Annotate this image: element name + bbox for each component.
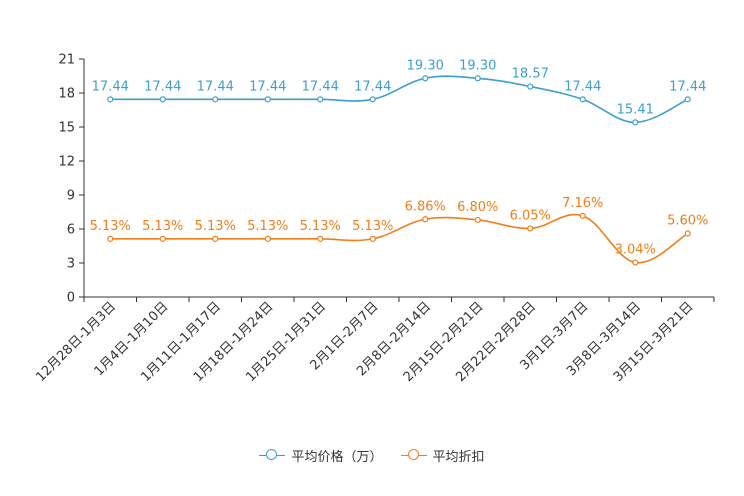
y-tick-label: 6 <box>67 223 75 238</box>
data-point[interactable] <box>527 83 534 90</box>
data-point[interactable] <box>159 96 166 103</box>
data-point[interactable] <box>422 75 429 82</box>
data-label: 5.13% <box>247 219 288 234</box>
legend-item-avg-discount[interactable]: 平均折扣 <box>400 446 485 465</box>
data-point[interactable] <box>212 96 219 103</box>
data-point[interactable] <box>107 96 114 103</box>
data-label: 17.44 <box>669 79 706 94</box>
data-point[interactable] <box>369 96 376 103</box>
data-point[interactable] <box>264 235 271 242</box>
data-label: 19.30 <box>459 58 496 73</box>
series-line-0 <box>110 75 689 124</box>
data-point[interactable] <box>684 230 691 237</box>
data-labels: 17.44 17.44 17.44 17.44 17.44 17.44 19.30 19.30… <box>90 58 709 257</box>
data-label: 17.44 <box>249 79 286 94</box>
data-label: 17.44 <box>354 79 391 94</box>
legend-label-avg-price: 平均价格（万） <box>291 449 383 465</box>
data-label: 6.80% <box>457 200 498 215</box>
data-point[interactable] <box>317 235 324 242</box>
y-tick-label: 9 <box>67 189 75 204</box>
data-label: 15.41 <box>617 102 654 117</box>
data-label: 17.44 <box>144 79 181 94</box>
data-point[interactable] <box>107 235 114 242</box>
y-tick-label: 0 <box>67 291 75 306</box>
data-label: 6.86% <box>405 199 446 214</box>
circle-line-icon <box>400 449 427 461</box>
data-label: 17.44 <box>564 79 601 94</box>
data-label: 17.44 <box>92 79 129 94</box>
legend: 平均价格（万） 平均折扣 <box>0 444 744 466</box>
data-label: 17.44 <box>302 79 339 94</box>
data-point[interactable] <box>474 216 481 224</box>
data-point[interactable] <box>317 96 324 103</box>
data-label: 7.16% <box>562 196 603 211</box>
data-point[interactable] <box>527 225 534 232</box>
data-point[interactable] <box>579 96 586 103</box>
data-point[interactable] <box>474 75 481 82</box>
data-point[interactable] <box>159 235 166 242</box>
circle-line-icon <box>259 449 286 461</box>
legend-item-avg-price[interactable]: 平均价格（万） <box>259 446 383 465</box>
data-point[interactable] <box>264 96 271 103</box>
data-point[interactable] <box>579 212 586 219</box>
data-point[interactable] <box>632 259 639 266</box>
data-label: 17.44 <box>197 79 234 94</box>
data-point[interactable] <box>369 235 376 242</box>
data-point[interactable] <box>684 96 691 103</box>
data-label: 5.60% <box>667 214 708 229</box>
data-label: 5.13% <box>300 219 341 234</box>
y-tick-label: 3 <box>67 257 75 272</box>
legend-label-avg-discount: 平均折扣 <box>432 449 485 465</box>
data-label: 6.05% <box>510 208 551 223</box>
y-tick-label: 15 <box>58 121 75 136</box>
y-tick-label: 18 <box>58 87 75 102</box>
data-point[interactable] <box>212 235 219 242</box>
data-label: 19.30 <box>407 58 444 73</box>
data-label: 5.13% <box>90 219 131 234</box>
data-label: 3.04% <box>615 243 656 258</box>
line-chart: 03691215182112月28日-1月3日1月4日-1月10日1月11日-1… <box>33 53 715 385</box>
series-layer <box>107 75 691 266</box>
data-label: 18.57 <box>512 67 549 82</box>
data-label: 5.13% <box>195 219 236 234</box>
y-tick-label: 21 <box>58 53 75 68</box>
data-label: 5.13% <box>142 219 183 234</box>
data-label: 5.13% <box>352 219 393 234</box>
data-point[interactable] <box>632 119 639 126</box>
data-point[interactable] <box>422 216 429 223</box>
y-tick-label: 12 <box>58 155 75 170</box>
